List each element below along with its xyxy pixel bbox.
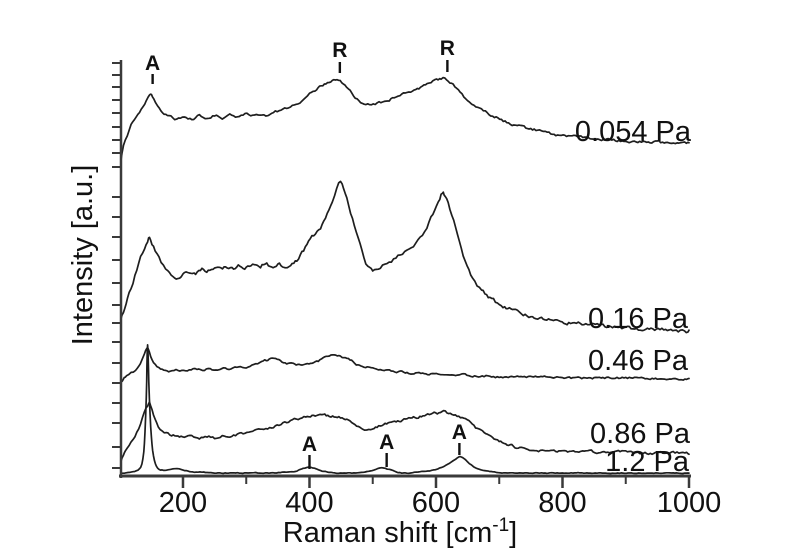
x-axis-tick-label: 600 [412, 487, 460, 519]
peak-annotation-r-label: R [332, 39, 347, 62]
y-axis-label: Intensity [a.u.] [67, 165, 99, 346]
peak-annotation-a-label: A [302, 433, 317, 456]
x-axis-label-superscript: -1 [492, 515, 509, 536]
peak-annotations-group: A R R A A A [145, 37, 467, 469]
series-label-0-16-pa: 0.16 Pa [588, 303, 689, 335]
series-label-1-2-pa: 1.2 Pa [605, 446, 690, 478]
spectra-curves-group [120, 76, 690, 475]
spectrum-curve-0-054-pa [120, 76, 690, 161]
series-label-0-46-pa: 0.46 Pa [588, 345, 689, 377]
x-axis-tick-label: 1000 [657, 487, 722, 519]
series-label-0-054-pa: 0.054 Pa [575, 116, 692, 148]
spectrum-curve-0-46-pa [120, 347, 690, 383]
x-axis-label-close: ] [509, 517, 517, 549]
x-axis-tick-label: 200 [159, 487, 207, 519]
spectrum-curve-1-2-pa [120, 344, 690, 475]
peak-annotation-a-label: A [379, 431, 394, 454]
spectrum-curve-0-16-pa [120, 180, 690, 334]
peak-annotation-a-label: A [452, 421, 467, 444]
x-axis-tick-label: 400 [285, 487, 333, 519]
axis-ticks-group: 200 400 600 800 1000 [112, 62, 722, 519]
peak-annotation-r-label: R [440, 37, 455, 60]
peak-annotation-a-label: A [145, 52, 160, 75]
x-axis-label: Raman shift [cm-1] [283, 515, 517, 549]
series-labels-group: 0.054 Pa 0.16 Pa 0.46 Pa 0.86 Pa1.2 Pa [575, 116, 692, 478]
x-axis-tick-label: 800 [538, 487, 586, 519]
spectrum-curve-0-86-pa [120, 401, 690, 463]
x-axis-label-main: Raman shift [cm [283, 517, 493, 549]
series-label-0-86-pa: 0.86 Pa [590, 418, 691, 450]
